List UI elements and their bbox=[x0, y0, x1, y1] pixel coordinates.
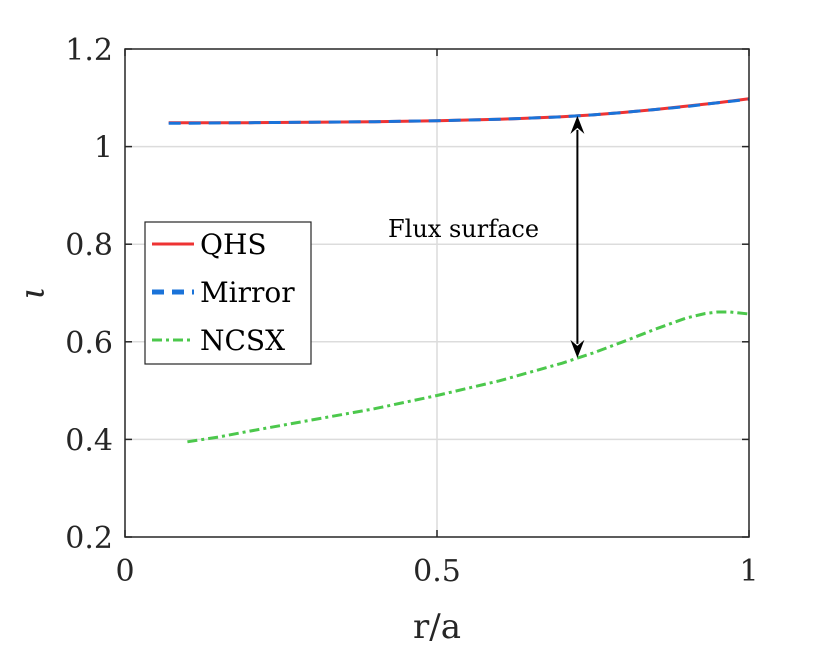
annotation-layer bbox=[570, 115, 585, 358]
tick-marks bbox=[124, 48, 750, 538]
legend-label-ncsx: NCSX bbox=[200, 324, 285, 357]
tick-labels: 0 0.5 1 0.2 0.4 0.6 0.8 1 1.2 bbox=[65, 33, 758, 589]
plot-area bbox=[124, 48, 750, 538]
series-line-ncsx bbox=[187, 310, 750, 444]
annotation-flux-surface: Flux surface bbox=[388, 215, 539, 243]
y-tick-label: 1 bbox=[94, 131, 113, 166]
x-tick-label: 0 bbox=[115, 554, 134, 589]
x-tick-label: 1 bbox=[739, 554, 758, 589]
y-tick-label: 0.4 bbox=[65, 423, 113, 458]
annotation-arrow-head-bottom bbox=[570, 339, 585, 358]
legend: QHS Mirror NCSX bbox=[144, 221, 312, 365]
y-tick-label: 0.6 bbox=[65, 326, 113, 361]
legend-label-qhs: QHS bbox=[200, 228, 267, 261]
y-tick-label: 0.2 bbox=[65, 521, 113, 556]
annotation-arrow-head-top bbox=[570, 115, 585, 134]
series-line-mirror bbox=[168, 97, 750, 125]
x-tick-label: 0.5 bbox=[413, 554, 461, 589]
y-axis-title: ι bbox=[13, 286, 53, 299]
series-lines bbox=[168, 97, 750, 444]
legend-label-mirror: Mirror bbox=[200, 276, 295, 309]
y-tick-label: 0.8 bbox=[65, 228, 113, 263]
y-tick-label: 1.2 bbox=[65, 33, 113, 68]
x-axis-title: r/a bbox=[413, 607, 461, 647]
